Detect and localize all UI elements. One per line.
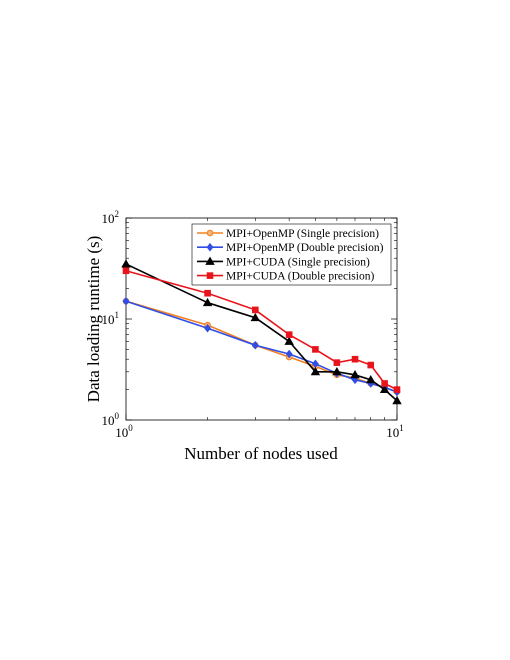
y-tick-label: 100 [102,411,120,428]
data-point [122,267,130,275]
y-tick-label: 102 [102,209,120,226]
y-tick-label: 101 [102,310,120,327]
data-point [204,323,212,333]
series-4 [122,267,401,393]
data-point [392,395,402,405]
legend-item-3: MPI+CUDA (Single precision) [197,256,370,268]
data-point [351,355,359,363]
legend-label: MPI+OpenMP (Double precision) [226,242,384,254]
legend-marker [205,256,215,265]
data-point [285,349,293,359]
data-point [285,331,293,338]
data-point [379,384,390,394]
data-point [393,386,401,393]
legend-item-1: MPI+OpenMP (Single precision) [197,228,379,240]
series-line [125,270,398,391]
legend-marker [206,229,214,237]
legend-marker [206,242,214,252]
legend-item-2: MPI+OpenMP (Double precision) [197,242,384,254]
data-point [251,340,259,350]
data-point [250,312,261,322]
data-point [310,367,321,376]
legend: MPI+OpenMP (Single precision) MPI+OpenMP … [191,223,392,286]
data-point [333,359,341,366]
data-point [381,380,388,387]
tick-labels: 100 101 100 101 102 [102,209,404,440]
y-axis-label: Data loading runtime (s) [84,236,103,403]
x-tick-label: 101 [386,423,404,440]
data-point [332,367,342,376]
data-point [367,361,375,369]
data-point [284,336,294,345]
data-point [251,306,259,314]
data-point [350,370,360,379]
legend-label: MPI+CUDA (Single precision) [226,256,370,268]
data-point [202,297,213,307]
data-point [122,296,130,306]
legend-label: MPI+CUDA (Double precision) [226,271,374,283]
series-line [125,263,398,402]
series-3 [121,259,402,405]
data-point [312,346,319,353]
data-point [204,289,211,297]
legend-box [191,223,392,286]
legend-marker [206,272,214,279]
major-ticks [125,217,398,421]
data-point [121,259,131,268]
series-layer [121,259,402,405]
legend-item-4: MPI+CUDA (Double precision) [197,271,374,283]
legend-label: MPI+OpenMP (Single precision) [226,228,379,240]
x-axis-label: Number of nodes used [184,444,338,463]
x-tick-label: 100 [115,423,133,440]
data-point [366,375,376,384]
